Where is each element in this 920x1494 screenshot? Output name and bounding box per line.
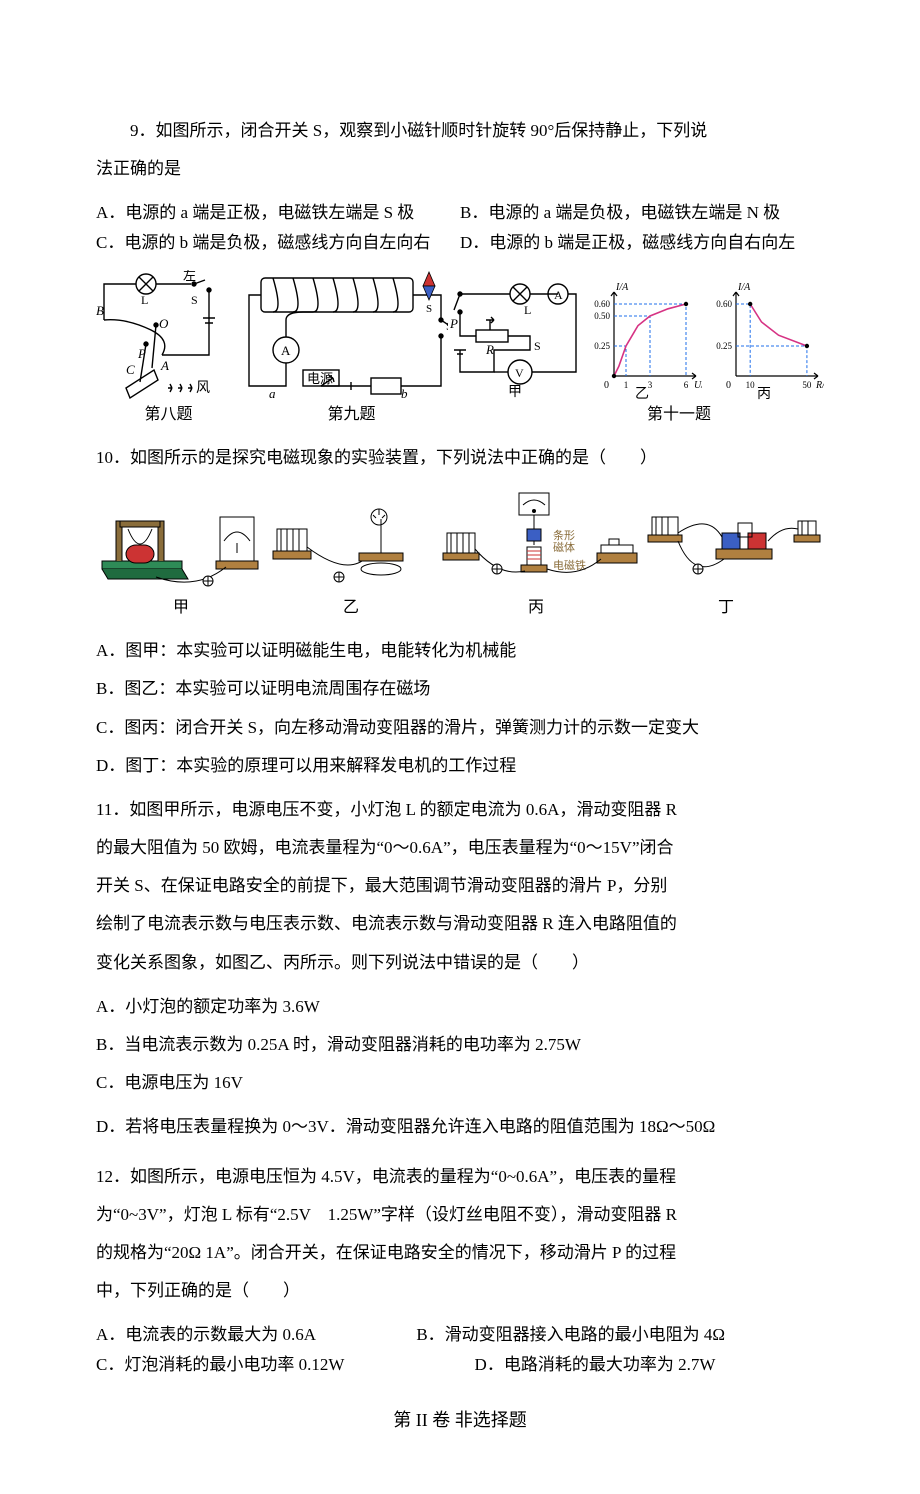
fig8-S: S bbox=[191, 293, 198, 307]
q12-optA: A．电流表的示数最大为 0.6A bbox=[96, 1321, 416, 1348]
fig8-left: 左 bbox=[183, 270, 196, 283]
svg-text:10: 10 bbox=[746, 380, 756, 390]
q12-row2: C．灯泡消耗的最小电功率 0.12W D．电路消耗的最大功率为 2.7W bbox=[96, 1351, 824, 1378]
svg-text:磁体: 磁体 bbox=[553, 540, 575, 554]
fig-cap-8: 第八题 bbox=[96, 402, 241, 428]
svg-text:丙: 丙 bbox=[757, 387, 771, 400]
svg-text:0.25: 0.25 bbox=[716, 341, 732, 351]
figure-q9: N S S a b A 电源 bbox=[243, 270, 448, 400]
figure-row-1: L S B O P C A 左 风 bbox=[96, 270, 824, 400]
q12-l3: 的规格为“20Ω 1A”。闭合开关，在保证电路安全的情况下，移动滑片 P 的过程 bbox=[96, 1239, 824, 1266]
q10-figure-row: 条形 磁体 电磁铁 bbox=[96, 489, 824, 589]
svg-text:R/Ω: R/Ω bbox=[815, 380, 824, 391]
fig11a-A: A bbox=[554, 288, 563, 302]
svg-text:0.60: 0.60 bbox=[594, 299, 610, 309]
fig8-L: L bbox=[141, 293, 148, 307]
svg-text:50: 50 bbox=[802, 380, 812, 390]
fig9-a: a bbox=[269, 386, 276, 400]
svg-text:1: 1 bbox=[624, 380, 629, 390]
q11-l4: 绘制了电流表示数与电压表示数、电流表示数与滑动变阻器 R 连入电路阻值的 bbox=[96, 910, 824, 937]
q10-optA: A．图甲：本实验可以证明磁能生电，电能转化为机械能 bbox=[96, 637, 824, 664]
q9-stem-line1: 9．如图所示，闭合开关 S，观察到小磁针顺时针旋转 90°后保持静止，下列说 bbox=[96, 117, 824, 144]
q10-fig-jia bbox=[96, 499, 266, 589]
q11-optB: B．当电流表示数为 0.25A 时，滑动变阻器消耗的电功率为 2.75W bbox=[96, 1031, 824, 1058]
svg-text:I/A: I/A bbox=[737, 282, 751, 293]
q10-cap-jia: 甲 bbox=[96, 595, 266, 621]
q11-l2: 的最大阻值为 50 欧姆，电流表量程为“0～0.6A”，电压表量程为“0～15V… bbox=[96, 834, 824, 861]
fig8-A: A bbox=[160, 358, 169, 373]
q11-optC: C．电源电压为 16V bbox=[96, 1069, 824, 1096]
q12-optC: C．灯泡消耗的最小电功率 0.12W bbox=[96, 1351, 475, 1378]
fig11a-R: R bbox=[485, 342, 494, 357]
figure-caption-row: 第八题 第九题 第十一题 bbox=[96, 402, 824, 428]
q10-cap-yi: 乙 bbox=[266, 595, 436, 621]
fig9-A: A bbox=[281, 343, 291, 358]
q12-l2: 为“0~3V”，灯泡 L 标有“2.5V 1.25W”字样（设灯丝电阻不变），滑… bbox=[96, 1201, 824, 1228]
q10-cap-ding: 丁 bbox=[636, 595, 816, 621]
q10-optC: C．图丙：闭合开关 S，向左移动滑动变阻器的滑片，弹簧测力计的示数一定变大 bbox=[96, 714, 824, 741]
svg-text:条形: 条形 bbox=[553, 528, 575, 542]
q9-optB: B．电源的 a 端是负极，电磁铁左端是 N 极 bbox=[460, 199, 824, 226]
fig11a-S: S bbox=[534, 339, 541, 353]
fig11a-P: P bbox=[450, 316, 458, 331]
fig11a-V: V bbox=[515, 366, 524, 380]
q10-fig-bing: 条形 磁体 电磁铁 bbox=[441, 489, 641, 589]
q10-fig-ding bbox=[644, 499, 824, 589]
q11-l1: 11．如图甲所示，电源电压不变，小灯泡 L 的额定电流为 0.6A，滑动变阻器 … bbox=[96, 796, 824, 823]
fig9-b: b bbox=[401, 386, 408, 400]
fig8-wind: 风 bbox=[196, 381, 210, 396]
q9-stem-line2: 法正确的是 bbox=[96, 155, 824, 182]
fig8-B: B bbox=[96, 303, 104, 318]
fig11a-L: L bbox=[524, 303, 531, 317]
fig-cap-11: 第十一题 bbox=[454, 402, 824, 428]
fig9-N: N bbox=[426, 270, 434, 273]
fig8-C: C bbox=[126, 362, 135, 377]
q11-l5: 变化关系图象，如图乙、丙所示。则下列说法中错误的是（ ） bbox=[96, 949, 824, 976]
q12-row1: A．电流表的示数最大为 0.6A B．滑动变阻器接入电路的最小电阻为 4Ω bbox=[96, 1321, 824, 1348]
q9-options-row1: A．电源的 a 端是正极，电磁铁左端是 S 极 B．电源的 a 端是负极，电磁铁… bbox=[96, 199, 824, 226]
chart-yi: 0.250.500.60136U/VI/A0乙 bbox=[582, 280, 702, 400]
figure-q8: L S B O P C A 左 风 bbox=[96, 270, 241, 400]
q10-stem: 10．如图所示的是探究电磁现象的实验装置，下列说法中正确的是（ ） bbox=[96, 444, 824, 471]
svg-text:0.50: 0.50 bbox=[594, 311, 610, 321]
q10-cap-row: 甲 乙 丙 丁 bbox=[96, 595, 824, 621]
q9-optA: A．电源的 a 端是正极，电磁铁左端是 S 极 bbox=[96, 199, 460, 226]
section-ii-title: 第 II 卷 非选择题 bbox=[96, 1406, 824, 1435]
svg-text:I/A: I/A bbox=[615, 282, 629, 293]
svg-text:0: 0 bbox=[604, 380, 609, 391]
q12-l4: 中，下列正确的是（ ） bbox=[96, 1277, 824, 1304]
q9-optC: C．电源的 b 端是负极，磁感线方向自左向右 bbox=[96, 229, 460, 256]
q9-optD: D．电源的 b 端是正极，磁感线方向自右向左 bbox=[460, 229, 824, 256]
q11-l3: 开关 S、在保证电路安全的前提下，最大范围调节滑动变阻器的滑片 P，分别 bbox=[96, 872, 824, 899]
q10-cap-bing: 丙 bbox=[436, 595, 636, 621]
q10-optD: D．图丁：本实验的原理可以用来解释发电机的工作过程 bbox=[96, 752, 824, 779]
svg-text:U/V: U/V bbox=[694, 380, 702, 391]
page: 9．如图所示，闭合开关 S，观察到小磁针顺时针旋转 90°后保持静止，下列说 法… bbox=[0, 0, 920, 1494]
svg-text:0.25: 0.25 bbox=[594, 341, 610, 351]
q11-optD: D．若将电压表量程换为 0～3V．滑动变阻器允许连入电路的阻值范围为 18Ω～5… bbox=[96, 1113, 824, 1140]
q12-l1: 12．如图所示，电源电压恒为 4.5V，电流表的量程为“0~0.6A”，电压表的… bbox=[96, 1163, 824, 1190]
q9-options-row2: C．电源的 b 端是负极，磁感线方向自左向右 D．电源的 b 端是正极，磁感线方… bbox=[96, 229, 824, 256]
chart-bing: 0.25 0.60 10 50R/Ω I/A 0 丙 bbox=[704, 280, 824, 400]
svg-text:乙: 乙 bbox=[635, 386, 649, 400]
fig8-O: O bbox=[159, 316, 169, 331]
fig9-dianyuan: 电源 bbox=[307, 371, 333, 386]
q12-optB: B．滑动变阻器接入电路的最小电阻为 4Ω bbox=[416, 1321, 824, 1348]
fig-cap-9: 第九题 bbox=[249, 402, 454, 428]
q11-optA: A．小灯泡的额定功率为 3.6W bbox=[96, 993, 824, 1020]
q10-optB: B．图乙：本实验可以证明电流周围存在磁场 bbox=[96, 675, 824, 702]
svg-text:0.60: 0.60 bbox=[716, 299, 732, 309]
q10-fig-yi bbox=[269, 499, 439, 589]
fig8-P: P bbox=[137, 346, 146, 361]
q12-optD: D．电路消耗的最大功率为 2.7W bbox=[475, 1351, 824, 1378]
figure-q11-jia: L A P R S V 甲 bbox=[450, 280, 580, 400]
svg-text:6: 6 bbox=[684, 380, 689, 390]
fig9-S2: S bbox=[446, 319, 448, 333]
fig9-S: S bbox=[426, 303, 432, 315]
svg-text:0: 0 bbox=[726, 380, 731, 391]
fig11a-jia: 甲 bbox=[508, 385, 522, 400]
